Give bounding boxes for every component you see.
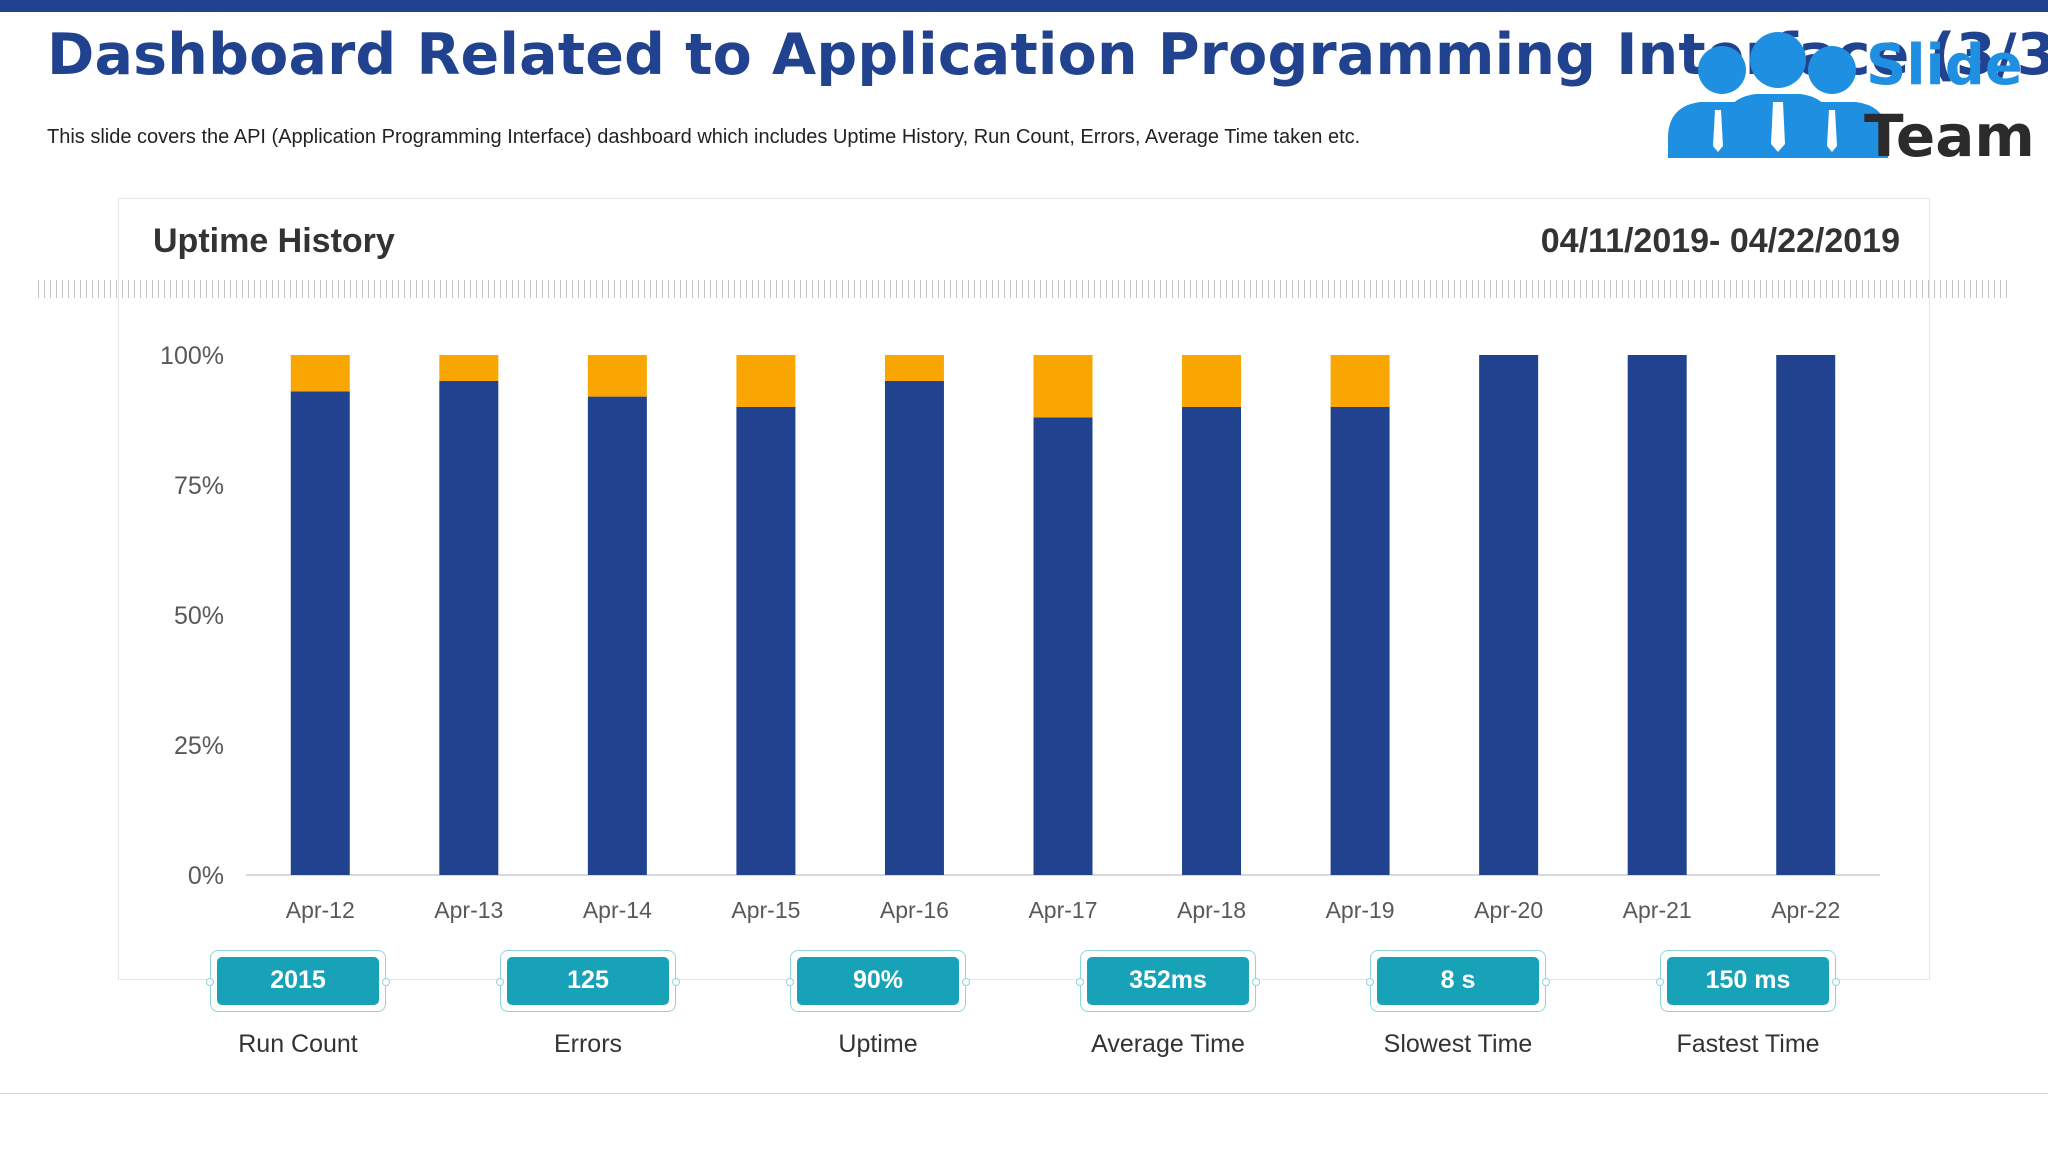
bar-segment-series-1: [439, 381, 499, 875]
kpi-1: 125 Errors: [496, 950, 680, 1059]
kpi-label: Uptime: [838, 1030, 918, 1058]
bar-segment-series-1: [587, 396, 647, 875]
x-tick-label: Apr-22: [1771, 897, 1840, 923]
dotted-divider: [38, 280, 2010, 298]
x-tick-label: Apr-20: [1474, 897, 1543, 923]
page-subtitle: This slide covers the API (Application P…: [47, 126, 1361, 148]
kpi-value: 352ms: [1087, 957, 1249, 1005]
bar-segment-series-1: [1479, 355, 1539, 875]
x-tick-label: Apr-12: [286, 897, 355, 923]
bar-segment-series-2: [1330, 355, 1390, 407]
bar-segment-series-2: [1033, 355, 1093, 418]
logo-word-slide: Slide: [1866, 33, 2023, 98]
bar-segment-series-1: [736, 407, 796, 875]
x-tick-label: Apr-14: [583, 897, 652, 923]
x-tick-label: Apr-21: [1623, 897, 1692, 923]
x-tick-label: Apr-18: [1177, 897, 1246, 923]
bar-segment-series-1: [1330, 407, 1390, 875]
kpi-value: 90%: [797, 957, 959, 1005]
bar-segment-series-1: [1627, 355, 1687, 875]
kpi-badge: 8 s: [1366, 950, 1550, 1012]
bar-segment-series-1: [1033, 417, 1093, 875]
kpi-badge: 2015: [206, 950, 390, 1012]
kpi-0: 2015 Run Count: [206, 950, 390, 1059]
kpi-label: Errors: [553, 1030, 623, 1058]
y-tick-label: 0%: [188, 862, 224, 890]
kpi-value: 2015: [217, 957, 379, 1005]
y-tick-label: 100%: [160, 342, 224, 370]
kpi-value: 8 s: [1377, 957, 1539, 1005]
bar-segment-series-1: [1182, 407, 1242, 875]
kpi-3: 352ms Average Time: [1076, 950, 1260, 1059]
bar-segment-series-2: [1182, 355, 1242, 407]
kpi-badge: 125: [496, 950, 680, 1012]
y-tick-label: 75%: [174, 472, 224, 500]
x-tick-label: Apr-15: [731, 897, 800, 923]
bar-segment-series-2: [736, 355, 796, 407]
kpi-label: Slowest Time: [1383, 1030, 1533, 1058]
kpi-2: 90% Uptime: [786, 950, 970, 1059]
kpi-badge: 352ms: [1076, 950, 1260, 1012]
x-tick-label: Apr-13: [434, 897, 503, 923]
kpi-label: Run Count: [238, 1030, 358, 1058]
date-range: 04/11/2019- 04/22/2019: [1540, 222, 1900, 260]
top-accent-bar: [0, 0, 2048, 12]
x-tick-label: Apr-19: [1326, 897, 1395, 923]
bar-segment-series-2: [884, 355, 944, 381]
kpi-value: 150 ms: [1667, 957, 1829, 1005]
x-tick-label: Apr-16: [880, 897, 949, 923]
logo-word-team: Team: [1864, 102, 2035, 168]
bar-segment-series-1: [1776, 355, 1836, 875]
kpi-badge: 90%: [786, 950, 970, 1012]
kpi-badge: 150 ms: [1656, 950, 1840, 1012]
bar-segment-series-1: [290, 391, 350, 875]
chart-title: Uptime History: [153, 222, 395, 260]
kpi-label: Average Time: [1091, 1030, 1245, 1058]
y-tick-label: 25%: [174, 732, 224, 760]
kpi-value: 125: [507, 957, 669, 1005]
y-tick-label: 50%: [174, 602, 224, 630]
x-tick-label: Apr-17: [1028, 897, 1097, 923]
kpi-4: 8 s Slowest Time: [1366, 950, 1550, 1059]
bar-segment-series-1: [884, 381, 944, 875]
footer-divider: [0, 1093, 2048, 1094]
bar-segment-series-2: [439, 355, 499, 381]
kpi-5: 150 ms Fastest Time: [1656, 950, 1840, 1059]
bar-segment-series-2: [290, 355, 350, 392]
bar-segment-series-2: [587, 355, 647, 397]
kpi-label: Fastest Time: [1676, 1030, 1820, 1058]
slideteam-logo: Slide Team: [1668, 32, 2035, 168]
